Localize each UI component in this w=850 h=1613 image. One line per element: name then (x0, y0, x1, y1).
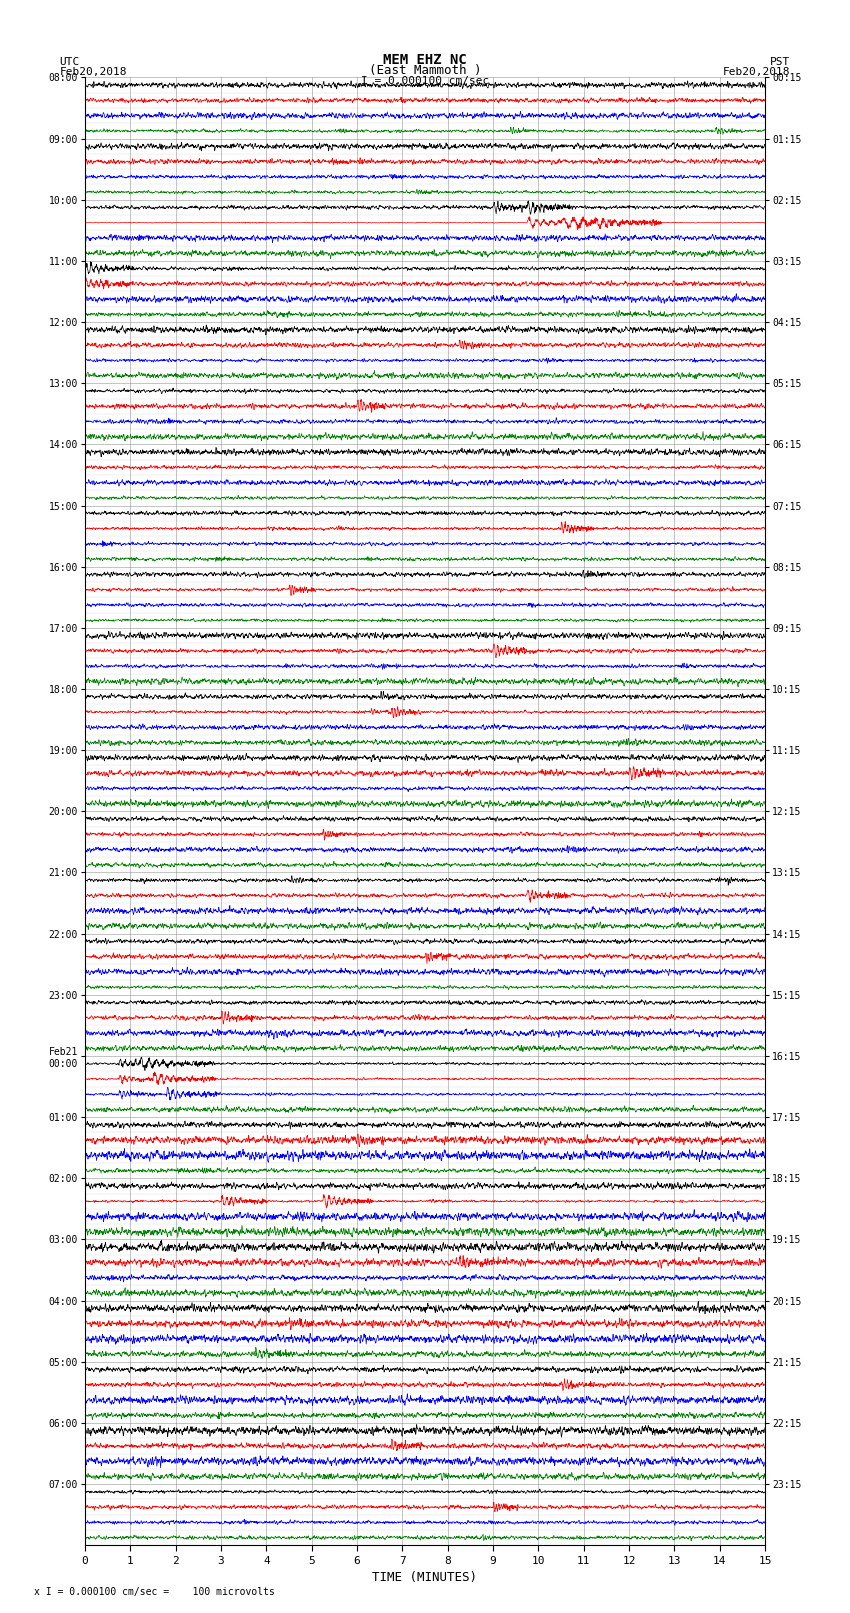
Text: PST: PST (770, 56, 790, 66)
Text: x I = 0.000100 cm/sec =    100 microvolts: x I = 0.000100 cm/sec = 100 microvolts (34, 1587, 275, 1597)
Text: UTC: UTC (60, 56, 80, 66)
Text: Feb20,2018: Feb20,2018 (60, 66, 127, 77)
Text: I = 0.000100 cm/sec: I = 0.000100 cm/sec (361, 76, 489, 85)
Text: MEM EHZ NC: MEM EHZ NC (383, 53, 467, 66)
X-axis label: TIME (MINUTES): TIME (MINUTES) (372, 1571, 478, 1584)
Text: (East Mammoth ): (East Mammoth ) (369, 63, 481, 77)
Text: Feb20,2018: Feb20,2018 (723, 66, 791, 77)
